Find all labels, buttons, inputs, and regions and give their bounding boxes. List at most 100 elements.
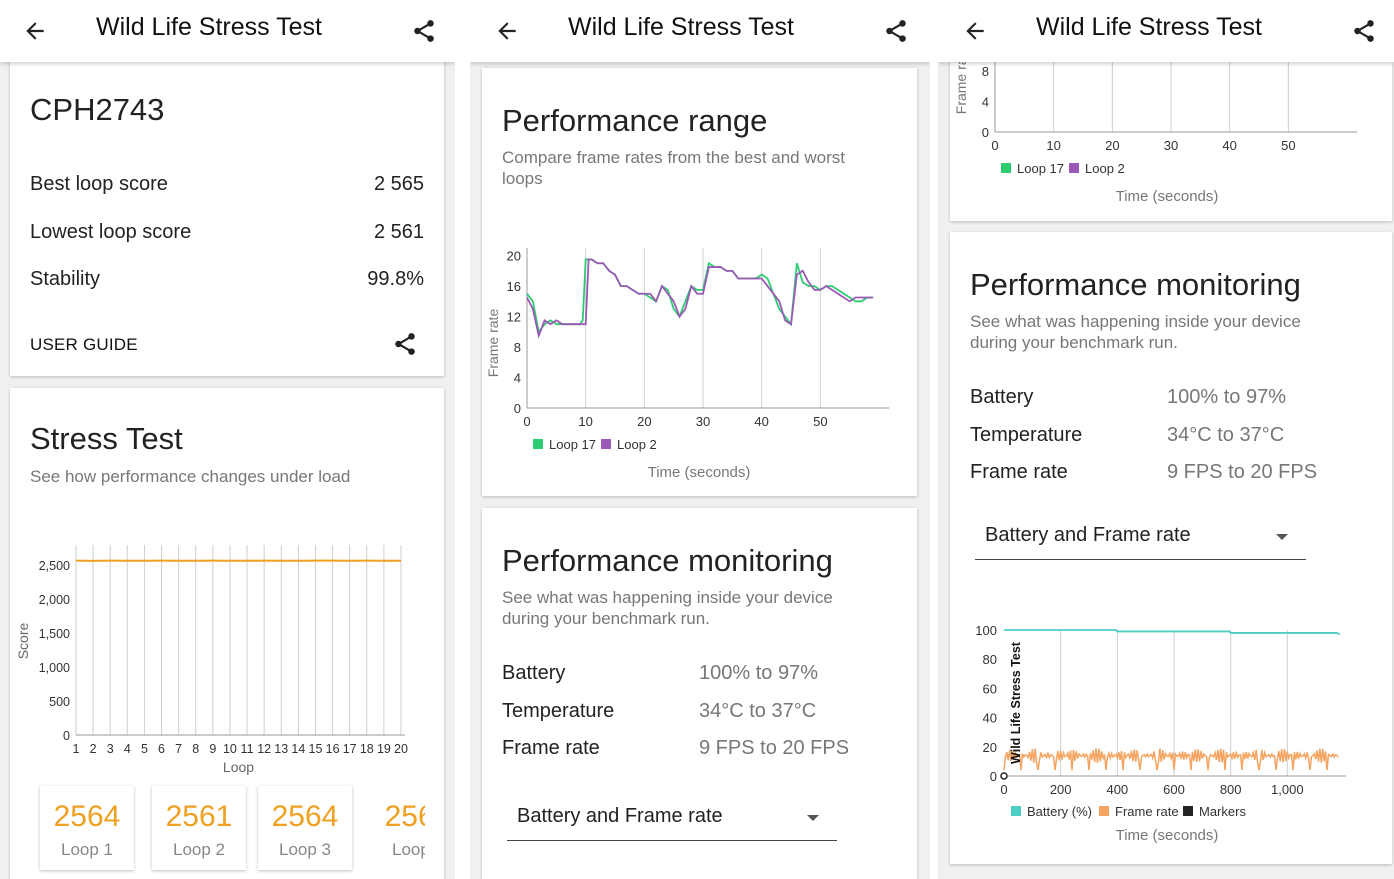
temperature-value: 34°C to 37°C (1167, 424, 1285, 446)
x-tick-label: 20 (637, 414, 651, 429)
card-share-icon[interactable] (386, 325, 424, 363)
x-axis-label: Time (seconds) (1116, 188, 1219, 205)
y-tick-label: 20 (983, 740, 997, 755)
legend-swatch (1069, 163, 1079, 173)
legend-label: Loop 2 (617, 437, 657, 452)
y-axis-label: Wild Life Stress Test (1009, 641, 1023, 764)
y-tick-label: 2,500 (39, 559, 70, 573)
best-loop-row: Best loop score 2 565 (30, 173, 424, 196)
battery-value: 100% to 97% (1167, 386, 1286, 408)
metric-dropdown[interactable]: Battery and Frame rate (975, 514, 1306, 560)
y-tick-label: 8 (514, 340, 521, 355)
y-tick-label: 1,000 (39, 661, 70, 675)
x-tick-label: 9 (209, 742, 216, 756)
x-tick-label: 10 (578, 414, 592, 429)
app-title: Wild Life Stress Test (568, 13, 795, 41)
x-tick-label: 10 (1046, 138, 1060, 153)
y-tick-label: 60 (983, 681, 997, 696)
app-title: Wild Life Stress Test (96, 13, 323, 41)
y-tick-label: 80 (983, 652, 997, 667)
battery-value: 100% to 97% (699, 662, 818, 684)
y-tick-label: 12 (507, 310, 521, 325)
x-tick-label: 18 (360, 742, 374, 756)
x-tick-label: 1 (73, 742, 80, 756)
x-tick-label: 4 (124, 742, 131, 756)
loop-label: Loop 3 (279, 840, 331, 859)
y-tick-label: 0 (514, 401, 521, 416)
share-icon[interactable] (405, 12, 443, 50)
loop-card-2[interactable]: 2561 Loop 2 (152, 786, 246, 870)
x-axis-label: Time (seconds) (648, 464, 751, 481)
top-app-bar: Wild Life Stress Test (470, 0, 930, 62)
x-tick-label: 30 (1164, 138, 1178, 153)
y-tick-label: 40 (983, 711, 997, 726)
monitoring-title: Performance monitoring (502, 543, 833, 578)
app-title: Wild Life Stress Test (1036, 13, 1263, 41)
row-label: Lowest loop score (30, 221, 192, 243)
x-tick-label: 12 (257, 742, 271, 756)
x-tick-label: 19 (377, 742, 391, 756)
row-value: 99.8% (367, 268, 424, 290)
x-tick-label: 2 (90, 742, 97, 756)
loop-label: Loop 1 (61, 840, 113, 859)
y-tick-label: 16 (507, 279, 521, 294)
legend-swatch (533, 439, 543, 449)
legend-swatch (1183, 806, 1193, 816)
y-axis-label: Score (15, 623, 31, 660)
y-tick-label: 0 (63, 729, 70, 743)
legend-swatch (1011, 806, 1021, 816)
legend-label: Loop 17 (549, 437, 596, 452)
x-tick-label: 5 (141, 742, 148, 756)
user-guide-link[interactable]: USER GUIDE (30, 335, 138, 354)
x-tick-label: 20 (394, 742, 408, 756)
y-axis-label: Frame rate (485, 309, 501, 378)
range-chart: 0 10 20 30 40 50 0 4 8 12 16 20 Loop 17 Loop 2 Time (s… (485, 248, 889, 481)
framerate-value: 9 FPS to 20 FPS (699, 737, 850, 759)
x-tick-label: 15 (309, 742, 323, 756)
legend-swatch (1001, 163, 1011, 173)
monitoring-subtitle: See what was happening inside your devic… (502, 588, 833, 628)
x-tick-label: 40 (754, 414, 768, 429)
divider (930, 0, 938, 879)
loop-card-4[interactable]: 2564 Loop 4 (371, 786, 425, 870)
loop-score: 2564 (271, 800, 339, 833)
range-chart-partial: 0 10 20 30 40 50 0 4 8 Loop 17 Loop 2 Time (seconds… (953, 40, 1357, 205)
dropdown-arrow-icon (807, 815, 819, 821)
loop-card-1[interactable]: 2564 Loop 1 (40, 786, 134, 870)
x-tick-label: 11 (241, 742, 254, 756)
performance-monitoring-card: Performance monitoring See what was happ… (950, 232, 1392, 864)
x-tick-label: 1,000 (1271, 782, 1304, 797)
share-icon[interactable] (877, 12, 915, 50)
panel-right: 0 10 20 30 40 50 0 4 8 Loop 17 Loop 2 Time (seconds… (938, 0, 1394, 879)
x-tick-label: 13 (274, 742, 288, 756)
y-tick-label: 8 (982, 64, 989, 79)
legend-label: Battery (%) (1027, 804, 1092, 819)
row-label: Stability (30, 268, 101, 290)
top-app-bar: Wild Life Stress Test (0, 0, 455, 62)
x-tick-label: 6 (158, 742, 165, 756)
x-tick-label: 800 (1220, 782, 1242, 797)
x-tick-label: 30 (696, 414, 710, 429)
device-name: CPH2743 (30, 92, 165, 127)
back-arrow-icon[interactable] (956, 12, 994, 50)
monitoring-chart: 0 200 400 600 800 1,000 0 20 40 60 80 100 Wild Life … (975, 623, 1346, 844)
x-tick-label: 20 (1105, 138, 1119, 153)
y-axis-label: Frame rate (953, 46, 969, 115)
monitoring-subtitle: See what was happening inside your devic… (970, 312, 1301, 352)
marker-point (1000, 772, 1008, 780)
x-tick-label: 50 (813, 414, 827, 429)
back-arrow-icon[interactable] (16, 12, 54, 50)
back-arrow-icon[interactable] (488, 12, 526, 50)
legend-swatch (1099, 806, 1109, 816)
y-tick-label: 500 (49, 695, 70, 709)
range-title: Performance range (502, 103, 768, 138)
metric-dropdown[interactable]: Battery and Frame rate (507, 795, 837, 841)
x-tick-label: 50 (1281, 138, 1295, 153)
share-icon[interactable] (1345, 12, 1383, 50)
monitoring-title: Performance monitoring (970, 267, 1301, 302)
x-axis-label: Time (seconds) (1116, 827, 1219, 844)
stress-chart: 1 2 3 4 5 6 7 8 9 10 11 12 13 14 15 16 17 18 19 2005001,000… (15, 545, 408, 775)
row-value: 2 565 (373, 173, 424, 195)
loop-card-3[interactable]: 2564 Loop 3 (258, 786, 352, 870)
framerate-line (1003, 748, 1339, 771)
